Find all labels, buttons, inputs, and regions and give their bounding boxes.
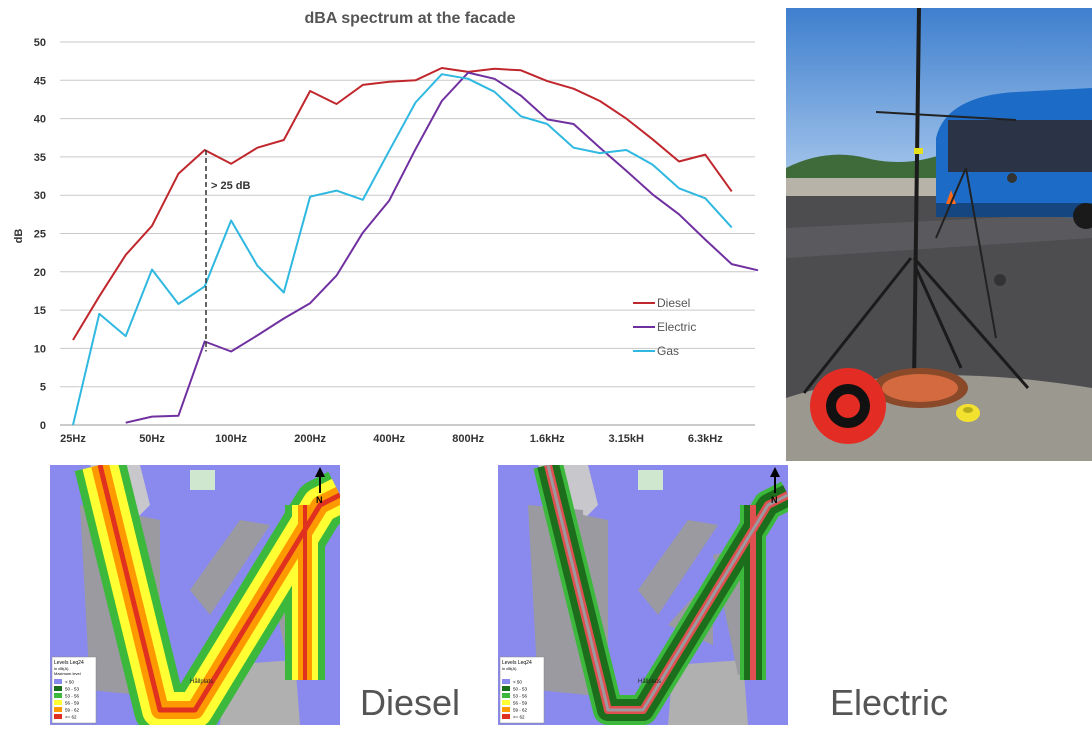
y-tick-label: 25 [34, 229, 46, 241]
legend-subtitle: Maximum level [54, 671, 81, 676]
north-label: N [771, 495, 778, 505]
y-tick-label: 10 [34, 343, 46, 355]
x-tick-label: 3.15kH [609, 433, 645, 445]
series-line-electric [125, 71, 759, 424]
diesel-map-illustration: N Hållplats Levels Leq24 in dB(A) Maximu… [50, 465, 340, 725]
electric-noise-map: N Hållplats Levels Leq24 in dB(A) < 50 50… [498, 465, 788, 725]
x-tick-label: 200Hz [294, 433, 326, 445]
x-tick-label: 50Hz [139, 433, 165, 445]
legend-item-label: >= 62 [513, 715, 525, 720]
legend-title: Levels Leq24 [54, 660, 84, 666]
x-tick-label: 1.6kHz [530, 433, 565, 445]
series-line-gas [72, 73, 733, 426]
y-tick-label: 0 [40, 420, 46, 432]
y-tick-label: 40 [34, 114, 46, 126]
legend-item-label: 56 - 59 [513, 701, 528, 706]
legend-swatch [54, 700, 62, 705]
diesel-noise-map: N Hållplats Levels Leq24 in dB(A) Maximu… [50, 465, 340, 725]
legend-swatch [502, 679, 510, 684]
legend-item-label: < 50 [513, 680, 522, 685]
legend-unit: in dB(A) [502, 666, 517, 671]
legend-swatch [502, 686, 510, 691]
series-lines [72, 67, 759, 426]
stop-label: Hållplats [638, 678, 661, 685]
x-tick-label: 25Hz [60, 433, 86, 445]
stop-label: Hållplats [190, 678, 213, 685]
series-line-diesel [72, 67, 733, 341]
photo-illustration [786, 8, 1092, 461]
x-tick-label: 400Hz [373, 433, 405, 445]
grid [60, 41, 755, 426]
legend-swatch [54, 686, 62, 691]
y-tick-label: 5 [40, 382, 46, 394]
legend-swatch [502, 693, 510, 698]
chart-canvas: dBA spectrum at the facade dB 0 5 10 15 20 25… [13, 10, 759, 445]
legend-label: Gas [657, 344, 679, 358]
electric-map-illustration: N Hållplats Levels Leq24 in dB(A) < 50 50… [498, 465, 788, 725]
legend-title: Levels Leq24 [502, 660, 532, 666]
legend-item-label: 50 - 53 [65, 687, 80, 692]
legend-item-label: 53 - 56 [65, 694, 80, 699]
y-tick-labels: 0 5 10 15 20 25 30 35 40 45 50 [34, 37, 46, 432]
spectrum-chart: dBA spectrum at the facade dB 0 5 10 15 20 25… [0, 0, 770, 455]
x-tick-label: 800Hz [452, 433, 484, 445]
legend: Diesel Electric Gas [633, 296, 696, 358]
y-tick-label: 35 [34, 152, 46, 164]
y-tick-label: 20 [34, 267, 46, 279]
y-tick-label: 45 [34, 75, 46, 87]
legend-item-label: 59 - 62 [65, 708, 80, 713]
measurement-photo [786, 8, 1092, 461]
y-tick-label: 30 [34, 190, 46, 202]
legend-label: Diesel [657, 296, 690, 310]
chart-title: dBA spectrum at the facade [304, 10, 515, 27]
x-tick-label: 100Hz [215, 433, 247, 445]
legend-unit: in dB(A) [54, 666, 69, 671]
legend-item-label: >= 62 [65, 715, 77, 720]
legend-item-label: 50 - 53 [513, 687, 528, 692]
legend-swatch [502, 714, 510, 719]
annotation-label: > 25 dB [211, 180, 250, 192]
legend-swatch [502, 707, 510, 712]
y-tick-label: 50 [34, 37, 46, 49]
legend-swatch [54, 707, 62, 712]
legend-swatch [54, 679, 62, 684]
legend-label: Electric [657, 320, 696, 334]
legend-item-label: < 50 [65, 680, 74, 685]
x-tick-label: 6.3kHz [688, 433, 723, 445]
electric-caption: Electric [830, 682, 949, 723]
north-label: N [316, 495, 323, 505]
y-axis-label: dB [13, 229, 25, 244]
legend-swatch [54, 714, 62, 719]
legend-item-label: 56 - 59 [65, 701, 80, 706]
x-tick-labels: 25Hz 50Hz 100Hz 200Hz 400Hz 800Hz 1.6kHz 3.15kH… [60, 433, 723, 445]
legend-item-label: 53 - 56 [513, 694, 528, 699]
legend-swatch [502, 700, 510, 705]
legend-swatch [54, 693, 62, 698]
diesel-caption: Diesel [360, 682, 461, 723]
legend-item-label: 59 - 62 [513, 708, 528, 713]
y-tick-label: 15 [34, 305, 46, 317]
